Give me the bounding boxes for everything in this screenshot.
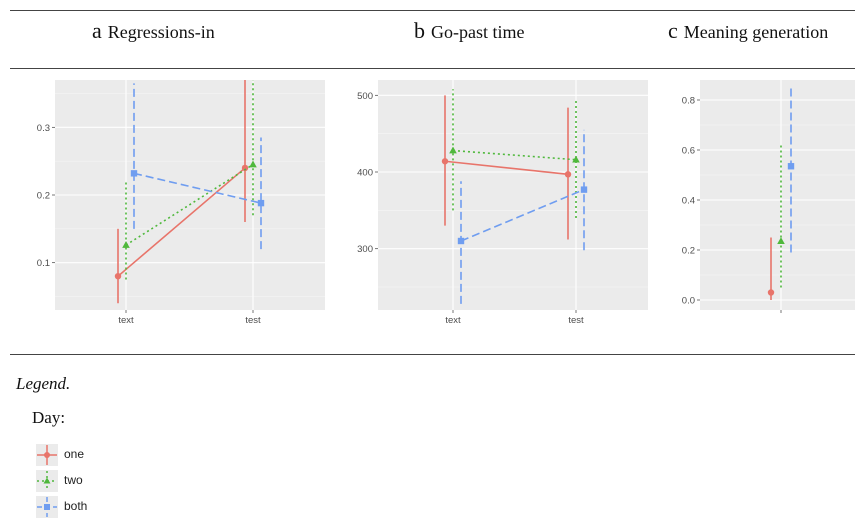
legend-symbol-both [37,497,57,517]
panel-a-point-two [249,160,257,168]
panel-b-plot-background [378,80,648,310]
panel-b-ytick-label: 500 [357,91,373,102]
panel-b-point-two [572,155,580,163]
bottom-rule [10,354,855,355]
legend-heading: Legend. [16,374,71,393]
panel-b-point-one [564,171,572,178]
panel-c-ytick-label: 0.0 [682,296,695,307]
legend-item-two: two [36,470,156,492]
legend-label-one: one [64,447,85,461]
legend-symbol-two [37,471,57,491]
panel-c-point-both [787,163,795,170]
panel-a-ytick-label: 0.1 [37,258,50,269]
panel-c-title-text: Meaning generation [683,22,829,42]
panel-a-title-text: Regressions-in [107,22,215,42]
panel-c-ytick-label: 0.4 [682,196,695,207]
panel-a-ytick-label: 0.3 [37,123,50,134]
panel-b-letter: b [414,18,425,43]
panel-a-point-both [257,199,265,207]
panel-b-xtick-label: text [445,315,461,326]
panel-a-ytick-label: 0.2 [37,191,50,202]
panel-a-xtick-label: text [118,315,134,326]
legend-title: Day: [32,408,66,427]
legend-label-two: two [64,473,83,487]
panel-a-point-one [114,272,122,280]
panel-a-letter: a [92,18,102,43]
panel-a-point-one [241,164,249,172]
panel-a-point-two [122,241,130,248]
panel-c-ytick-label: 0.2 [682,246,695,257]
panel-c-letter: c [668,18,678,43]
charts-canvas: 0.1 0.2 0.3 text test 300 400 500 text test 0.0 0.2… [37,80,855,326]
top-rule [10,10,855,11]
legend-item-one: one [36,444,156,466]
legend-symbol-one [37,445,57,465]
panel-b-line-two [452,149,577,161]
panel-b-point-both [580,186,588,193]
legend-label-both: both [64,499,88,513]
panel-a-line-both [133,172,262,204]
panel-c-ytick-label: 0.6 [682,146,695,157]
panel-b-point-two [449,146,457,154]
panel-b-point-both [457,237,465,245]
panel-b-point-one [441,158,449,165]
legend-item-both: both [36,496,156,518]
legend-key-one [36,444,58,466]
panel-c-ytick-label: 0.8 [682,96,695,107]
panel-a-line-two [125,163,254,246]
panel-b-title: b Go-past time [414,18,524,44]
panel-c-plot-background [700,80,855,310]
panel-b-line-both [460,188,585,242]
panel-c-title: c Meaning generation [668,18,828,44]
panel-b-ytick-label: 300 [357,244,373,255]
panel-a-title: a Regressions-in [92,18,215,44]
panel-a-xtick-label: test [245,315,261,326]
panel-a-point-both [130,170,138,177]
panel-b-line-one [444,160,569,176]
panel-c-point-one [767,289,775,296]
panel-c-point-two [777,237,785,245]
panel-a-line-one [117,167,246,277]
panel-b-title-text: Go-past time [431,22,525,42]
panel-b-ytick-label: 400 [357,168,373,179]
panel-b-xtick-label: test [568,315,584,326]
legend-key-both [36,496,58,518]
legend-key-two [36,470,58,492]
header-rule [10,68,855,69]
